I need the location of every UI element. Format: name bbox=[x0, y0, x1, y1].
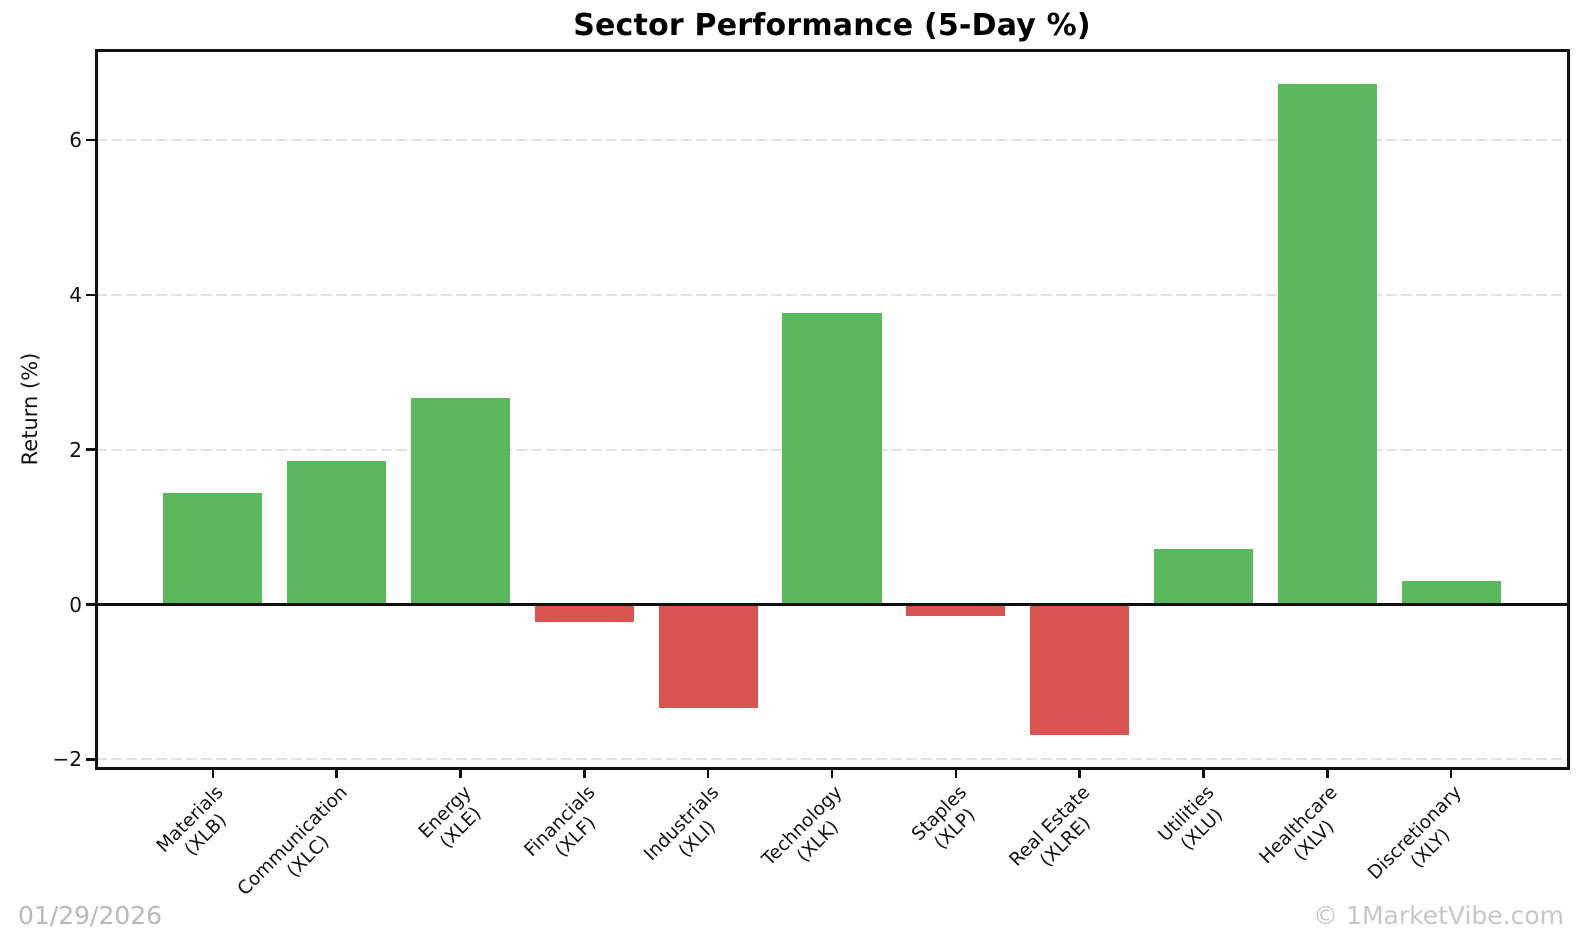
y-tick-mark bbox=[86, 448, 96, 451]
right-spine bbox=[1566, 48, 1570, 770]
x-tick-label-text: Industrials (XLI) bbox=[640, 782, 739, 881]
bar-technology bbox=[782, 312, 882, 605]
y-tick-label-4: 4 bbox=[69, 282, 82, 307]
plot-area bbox=[94, 48, 1570, 778]
y-tick-label-0: 0 bbox=[69, 592, 82, 617]
x-tick-label-text: Communication (XLC) bbox=[234, 782, 368, 916]
y-tick-label-6: 6 bbox=[69, 127, 82, 152]
bar-financials bbox=[534, 604, 634, 622]
bar-communication bbox=[287, 461, 387, 605]
x-tick-label-text: Utilities (XLU) bbox=[1154, 782, 1234, 862]
x-tick-mark bbox=[1449, 768, 1453, 778]
x-tick-mark bbox=[1078, 768, 1081, 778]
x-tick-mark bbox=[459, 768, 462, 778]
y-tick-mark bbox=[86, 758, 96, 761]
x-tick-label-text: Staples (XLP) bbox=[908, 782, 987, 861]
bottom-spine bbox=[94, 766, 1570, 770]
x-tick-mark bbox=[1326, 768, 1329, 778]
y-tick-mark bbox=[86, 603, 96, 606]
bar-staples bbox=[906, 604, 1006, 617]
x-tick-label-text: Real Estate (XLRE) bbox=[1006, 782, 1111, 887]
zero-axis-line bbox=[96, 603, 1568, 607]
x-tick-label-text: Healthcare (XLV) bbox=[1256, 782, 1358, 884]
watermark: © 1MarketVibe.com bbox=[1313, 901, 1564, 930]
bar-utilities bbox=[1153, 548, 1253, 605]
x-tick-mark bbox=[211, 768, 215, 778]
chart-title: Sector Performance (5-Day %) bbox=[573, 8, 1091, 43]
bar-real-estate bbox=[1030, 604, 1130, 735]
bar-energy bbox=[411, 397, 511, 605]
gridline-y-2 bbox=[96, 758, 1568, 761]
y-tick-label-2: 2 bbox=[69, 437, 82, 462]
date-stamp: 01/29/2026 bbox=[18, 901, 163, 930]
x-tick-label-text: Materials (XLB) bbox=[153, 782, 244, 873]
bar-healthcare bbox=[1277, 84, 1377, 605]
left-spine bbox=[94, 48, 98, 770]
x-tick-label-text: Discretionary (XLY) bbox=[1364, 782, 1482, 900]
x-tick-mark bbox=[954, 768, 958, 778]
gridline-y4 bbox=[96, 293, 1568, 296]
bar-industrials bbox=[658, 604, 758, 709]
bar-discretionary bbox=[1401, 580, 1501, 605]
x-tick-label-text: Energy (XLE) bbox=[415, 782, 492, 859]
gridline-y6 bbox=[96, 138, 1568, 141]
x-tick-mark bbox=[830, 768, 834, 778]
x-tick-mark bbox=[1202, 768, 1205, 778]
y-tick-label--2: −2 bbox=[52, 747, 82, 772]
x-tick-mark bbox=[335, 768, 338, 778]
bar-materials bbox=[163, 493, 263, 605]
x-tick-mark bbox=[706, 768, 710, 778]
top-spine bbox=[94, 48, 1570, 52]
x-tick-label-text: Financials (XLF) bbox=[520, 782, 615, 877]
x-tick-mark bbox=[583, 768, 586, 778]
y-tick-mark bbox=[86, 293, 96, 296]
x-tick-label-text: Technology (XLK) bbox=[759, 782, 863, 886]
y-tick-mark bbox=[86, 138, 96, 142]
